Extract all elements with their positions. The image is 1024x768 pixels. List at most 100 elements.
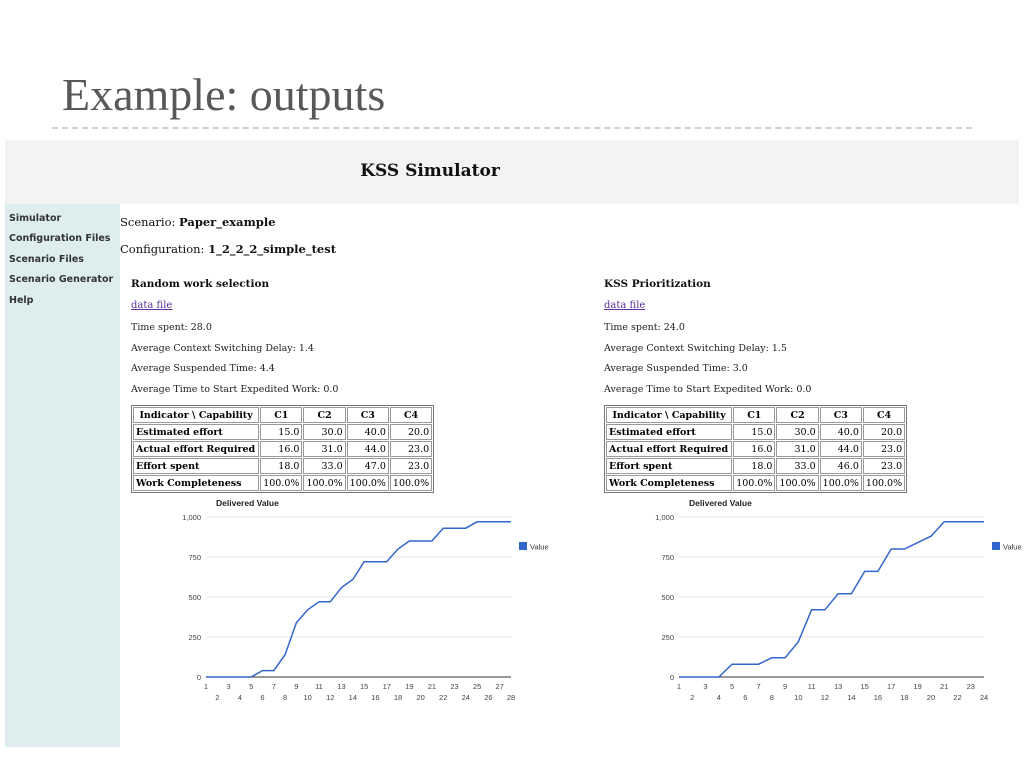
slide-title: Example: outputs xyxy=(62,69,386,120)
x-tick-label: 28 xyxy=(507,693,515,702)
row-header: Estimated effort xyxy=(133,424,260,440)
x-tick-label: 18 xyxy=(394,693,402,702)
sidebar-item-configuration-files[interactable]: Configuration Files xyxy=(9,233,111,244)
panel-title: KSS Prioritization xyxy=(604,278,711,290)
y-tick-label: 750 xyxy=(661,553,674,562)
x-tick-label: 15 xyxy=(360,682,368,691)
table-cell: 16.0 xyxy=(733,441,776,457)
data-file-link[interactable]: data file xyxy=(604,300,646,311)
x-tick-label: 2 xyxy=(215,693,219,702)
capability-table: Indicator \ Capability C1 C2 C3 C4 Estim… xyxy=(131,405,435,493)
scenario-value: Paper_example xyxy=(179,215,276,229)
x-tick-label: 22 xyxy=(953,693,961,702)
x-tick-label: 19 xyxy=(405,682,413,691)
table-cell: 100.0% xyxy=(733,475,776,491)
data-file-link[interactable]: data file xyxy=(131,300,173,311)
table-cell: 100.0% xyxy=(303,475,346,491)
y-tick-label: 500 xyxy=(661,593,674,602)
sidebar-item-scenario-files[interactable]: Scenario Files xyxy=(9,254,84,265)
x-tick-label: 16 xyxy=(874,693,882,702)
table-cell: 100.0% xyxy=(862,475,906,491)
x-tick-label: 24 xyxy=(980,693,988,702)
row-header: Estimated effort xyxy=(606,424,733,440)
table-header: Indicator \ Capability xyxy=(133,407,260,423)
table-cell: 40.0 xyxy=(346,424,389,440)
x-tick-label: 10 xyxy=(303,693,311,702)
x-tick-label: 8 xyxy=(770,693,774,702)
x-tick-label: 17 xyxy=(887,682,895,691)
table-header-row: Indicator \ Capability C1 C2 C3 C4 xyxy=(133,407,433,423)
x-tick-label: 18 xyxy=(900,693,908,702)
row-header: Actual effort Required xyxy=(606,441,733,457)
y-tick-label: 0 xyxy=(670,673,674,682)
x-tick-label: 6 xyxy=(260,693,264,702)
x-tick-label: 21 xyxy=(428,682,436,691)
table-cell: 100.0% xyxy=(819,475,862,491)
table-cell: 15.0 xyxy=(260,424,303,440)
table-header: C1 xyxy=(733,407,776,423)
x-tick-label: 5 xyxy=(730,682,734,691)
sidebar: Simulator Configuration Files Scenario F… xyxy=(5,204,120,747)
x-tick-label: 5 xyxy=(249,682,253,691)
legend-label: Value xyxy=(1003,543,1022,552)
y-tick-label: 250 xyxy=(661,633,674,642)
sidebar-item-simulator[interactable]: Simulator xyxy=(9,213,62,224)
x-tick-label: 23 xyxy=(450,682,458,691)
x-tick-label: 16 xyxy=(371,693,379,702)
x-tick-label: 13 xyxy=(834,682,842,691)
table-cell: 33.0 xyxy=(303,458,346,474)
table-cell: 20.0 xyxy=(862,424,906,440)
delivered-value-chart: Delivered Value02505007501,0001234567891… xyxy=(182,498,549,702)
table-cell: 31.0 xyxy=(776,441,819,457)
delivered-value-chart: Delivered Value02505007501,0001234567891… xyxy=(655,498,1022,702)
x-tick-label: 25 xyxy=(473,682,481,691)
table-cell: 31.0 xyxy=(303,441,346,457)
y-tick-label: 750 xyxy=(188,553,201,562)
x-tick-label: 15 xyxy=(860,682,868,691)
table-header: C2 xyxy=(303,407,346,423)
y-tick-label: 1,000 xyxy=(182,513,201,522)
table-header: C3 xyxy=(346,407,389,423)
row-header: Effort spent xyxy=(133,458,260,474)
table-row: Work Completeness 100.0% 100.0% 100.0% 1… xyxy=(606,475,906,491)
table-cell: 16.0 xyxy=(260,441,303,457)
table-row: Estimated effort 15.0 30.0 40.0 20.0 xyxy=(133,424,433,440)
legend-label: Value xyxy=(530,543,549,552)
row-header: Work Completeness xyxy=(606,475,733,491)
table-cell: 44.0 xyxy=(819,441,862,457)
app-window: KSS Simulator Simulator Configuration Fi… xyxy=(5,140,1022,747)
sidebar-item-help[interactable]: Help xyxy=(9,295,34,306)
table-cell: 44.0 xyxy=(346,441,389,457)
sidebar-item-scenario-generator[interactable]: Scenario Generator xyxy=(9,274,114,285)
x-tick-label: 14 xyxy=(847,693,855,702)
table-cell: 18.0 xyxy=(260,458,303,474)
series-line xyxy=(206,521,511,678)
x-tick-label: 10 xyxy=(794,693,802,702)
table-row: Actual effort Required 16.0 31.0 44.0 23… xyxy=(133,441,433,457)
y-tick-label: 1,000 xyxy=(655,513,674,522)
x-tick-label: 14 xyxy=(349,693,357,702)
x-tick-label: 24 xyxy=(462,693,470,702)
chart-title: Delivered Value xyxy=(689,498,752,508)
table-cell: 46.0 xyxy=(819,458,862,474)
x-tick-label: 7 xyxy=(272,682,276,691)
x-tick-label: 11 xyxy=(315,682,323,691)
x-tick-label: 20 xyxy=(416,693,424,702)
table-cell: 30.0 xyxy=(776,424,819,440)
table-cell: 18.0 xyxy=(733,458,776,474)
x-tick-label: 19 xyxy=(914,682,922,691)
table-header: C4 xyxy=(389,407,433,423)
table-row: Effort spent 18.0 33.0 47.0 23.0 xyxy=(133,458,433,474)
legend-swatch xyxy=(519,542,527,550)
row-header: Work Completeness xyxy=(133,475,260,491)
table-row: Work Completeness 100.0% 100.0% 100.0% 1… xyxy=(133,475,433,491)
x-tick-label: 21 xyxy=(940,682,948,691)
y-tick-label: 0 xyxy=(197,673,201,682)
x-tick-label: 11 xyxy=(808,682,816,691)
stat-suspended-time: Average Suspended Time: 3.0 xyxy=(604,363,748,374)
table-cell: 40.0 xyxy=(819,424,862,440)
table-cell: 23.0 xyxy=(862,458,906,474)
x-tick-label: 2 xyxy=(690,693,694,702)
x-tick-label: 17 xyxy=(383,682,391,691)
x-tick-label: 9 xyxy=(294,682,298,691)
